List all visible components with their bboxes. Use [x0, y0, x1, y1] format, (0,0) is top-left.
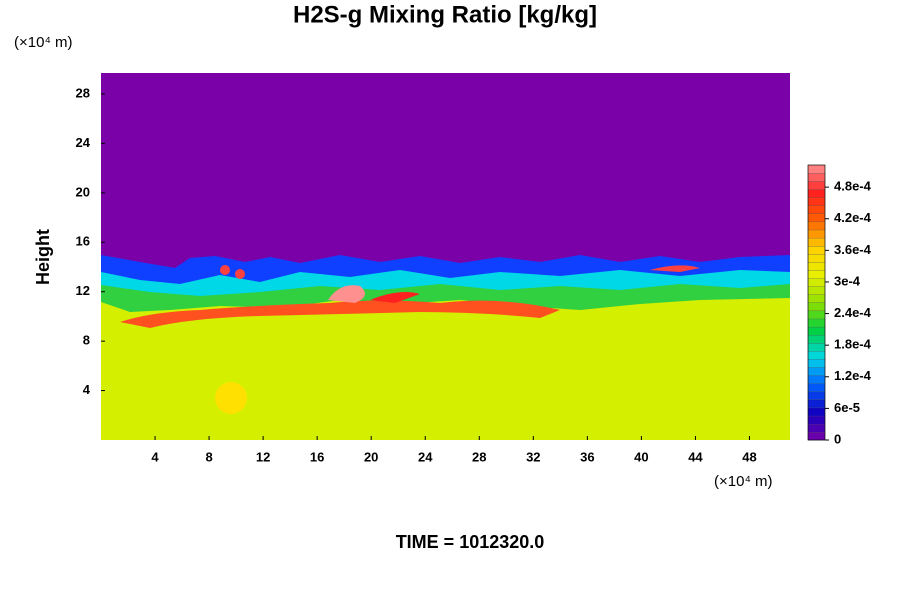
- colorbar-tick-label: 2.4e-4: [834, 305, 872, 320]
- y-tick-label: 24: [76, 135, 91, 150]
- colorbar-band: [807, 342, 826, 352]
- colorbar-band: [807, 278, 826, 287]
- colorbar-band: [807, 213, 826, 223]
- x-tick-label: 28: [472, 449, 486, 464]
- x-tick-label: 24: [418, 449, 433, 464]
- colorbar-band: [807, 310, 826, 320]
- footer: TIME = 1012320.0: [396, 532, 545, 552]
- chart-title: H2S-g Mixing Ratio [kg/kg]: [293, 1, 597, 28]
- y-tick-label: 12: [76, 283, 90, 298]
- y-tick-label: 16: [76, 234, 90, 249]
- colorbar-band: [807, 245, 826, 255]
- x-tick-label: 48: [742, 449, 756, 464]
- colorbar-band: [807, 237, 826, 247]
- colorbar-band: [807, 383, 826, 392]
- colorbar-band: [807, 334, 826, 344]
- field: [101, 73, 790, 440]
- colorbar-band: [807, 375, 826, 384]
- colorbar-band: [807, 391, 826, 401]
- field-band: [650, 265, 700, 272]
- field-band: [215, 382, 247, 414]
- y-tick-label: 28: [76, 85, 90, 100]
- colorbar-band: [807, 302, 826, 312]
- y-unit: (×10⁴ m): [14, 34, 73, 51]
- colorbar-band: [807, 399, 826, 409]
- colorbar-tick-label: 3e-4: [834, 273, 861, 288]
- y-axis-label: Height: [33, 229, 53, 285]
- x-tick-label: 36: [580, 449, 594, 464]
- colorbar-band: [807, 229, 826, 239]
- field-band: [328, 285, 365, 303]
- colorbar-band: [807, 286, 826, 295]
- colorbar-band: [807, 253, 826, 263]
- field-band: [235, 269, 245, 279]
- colorbar-band: [807, 294, 826, 303]
- colorbar-tick-label: 0: [834, 431, 841, 446]
- colorbar-band: [807, 415, 826, 425]
- colorbar-band: [807, 431, 826, 441]
- x-tick-label: 12: [256, 449, 270, 464]
- colorbar-band: [807, 164, 826, 174]
- x-tick-label: 20: [364, 449, 378, 464]
- y-tick-label: 8: [83, 333, 90, 348]
- x-unit: (×10⁴ m): [714, 473, 773, 490]
- colorbar-band: [807, 197, 826, 206]
- colorbar-band: [807, 423, 826, 433]
- colorbar-tick-label: 6e-5: [834, 400, 860, 415]
- colorbar-frame: [807, 164, 826, 441]
- colorbar-band: [807, 205, 826, 214]
- colorbar-tick-label: 4.8e-4: [834, 179, 872, 194]
- colorbar-band: [807, 189, 826, 198]
- colorbar-tick-label: 1.8e-4: [834, 337, 872, 352]
- colorbar-band: [807, 358, 826, 368]
- colorbar-band: [807, 367, 826, 376]
- x-tick-label: 32: [526, 449, 540, 464]
- colorbar-tick-label: 4.2e-4: [834, 210, 872, 225]
- colorbar-band: [807, 407, 826, 417]
- colorbar-band: [807, 172, 826, 182]
- colorbar-tick-label: 1.2e-4: [834, 368, 872, 383]
- x-tick-label: 16: [310, 449, 324, 464]
- x-tick-label: 44: [688, 449, 703, 464]
- colorbar-band: [807, 221, 826, 231]
- x-tick-label: 4: [151, 449, 159, 464]
- x-tick-label: 40: [634, 449, 648, 464]
- colorbar-band: [807, 269, 826, 279]
- colorbar-tick-label: 3.6e-4: [834, 242, 872, 257]
- field-band: [120, 300, 560, 328]
- field-band: [101, 298, 790, 440]
- colorbar-band: [807, 326, 826, 336]
- colorbar-band: [807, 261, 826, 271]
- y-tick-label: 20: [76, 184, 90, 199]
- colorbar-band: [807, 318, 826, 328]
- colorbar-band: [807, 350, 826, 360]
- x-tick-label: 8: [205, 449, 212, 464]
- colorbar-band: [807, 181, 826, 190]
- field-band: [220, 265, 230, 275]
- y-tick-label: 4: [83, 382, 91, 397]
- field-band: [370, 292, 420, 303]
